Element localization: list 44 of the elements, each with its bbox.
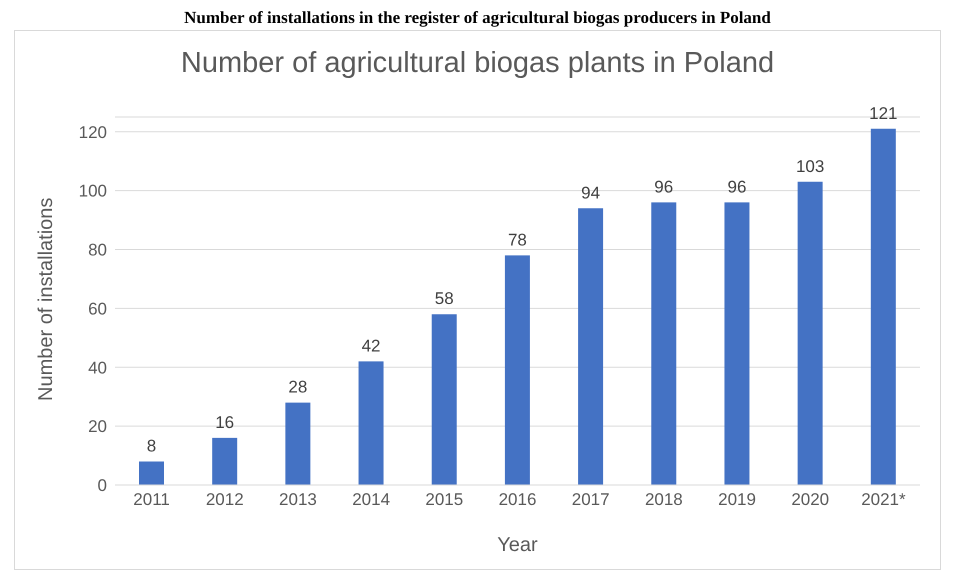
y-tick-label: 0: [98, 476, 107, 496]
bar: [285, 402, 310, 485]
chart-title: Number of agricultural biogas plants in Poland: [180, 47, 776, 81]
data-label: 8: [146, 436, 156, 456]
data-label: 58: [434, 289, 454, 308]
y-tick-label: 100: [78, 182, 107, 201]
x-tick-label: 2013: [279, 490, 317, 510]
bar: [139, 461, 164, 485]
data-label: 103: [796, 156, 824, 176]
y-axis-title: Number of installations: [35, 198, 58, 401]
x-tick-label: 2020: [791, 490, 830, 510]
x-tick-label: 2015: [425, 490, 464, 510]
bar: [651, 202, 676, 485]
data-label: 28: [288, 378, 308, 397]
data-label: 42: [362, 336, 381, 356]
bar: [724, 202, 750, 485]
data-label: 16: [215, 412, 234, 432]
bar: [504, 255, 530, 485]
bar: [870, 128, 896, 485]
x-tick-label: 2018: [644, 490, 683, 510]
bar: [798, 182, 823, 485]
y-tick-label: 120: [78, 122, 107, 142]
x-tick-label: 2012: [206, 490, 244, 510]
x-tick-label: 2021*: [861, 490, 906, 510]
data-label: 96: [654, 177, 674, 196]
data-label: 96: [727, 177, 746, 196]
data-label: 94: [581, 183, 600, 202]
y-tick-label: 60: [88, 299, 107, 318]
y-tick-label: 20: [88, 417, 107, 436]
bar: [358, 361, 384, 485]
y-tick-label: 80: [88, 240, 107, 260]
x-tick-label: 2011: [133, 490, 170, 510]
data-label: 78: [508, 230, 527, 250]
x-tick-label: 2017: [572, 490, 610, 510]
bar: [578, 208, 604, 485]
x-tick-label: 2016: [498, 490, 536, 510]
y-tick-label: 40: [88, 358, 107, 378]
text: Number of installations in the register of agricultural biogas producers in Poland: [183, 8, 772, 28]
data-label: 121: [869, 104, 898, 123]
bar: [212, 438, 238, 485]
x-tick-label: 2019: [718, 490, 756, 510]
x-axis-title: Year: [497, 534, 538, 556]
x-tick-label: 2014: [352, 490, 390, 510]
bar: [432, 314, 457, 485]
